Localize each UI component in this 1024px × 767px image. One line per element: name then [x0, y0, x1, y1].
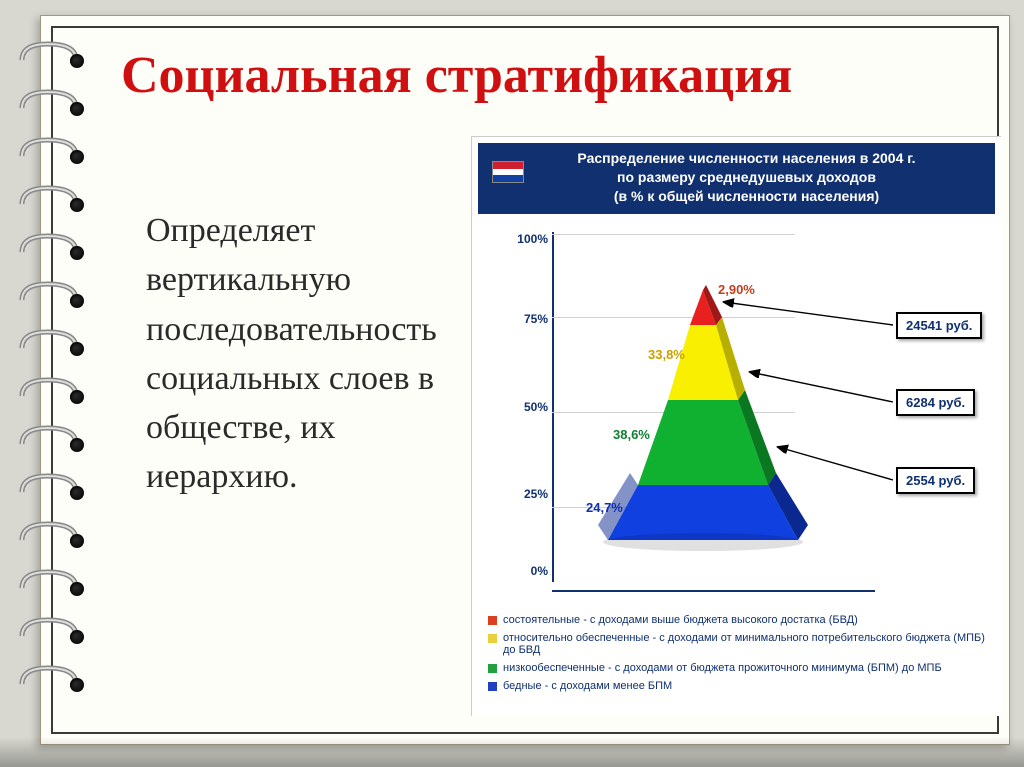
flag-icon	[492, 161, 524, 183]
legend-text: относительно обеспеченные - с доходами о…	[503, 632, 985, 656]
legend-text: бедные - с доходами менее БПМ	[503, 680, 672, 692]
ring-icon	[18, 88, 88, 128]
ring-icon	[18, 664, 88, 704]
ring-icon	[18, 184, 88, 224]
legend-swatch	[488, 616, 497, 625]
notebook-page: Социальная стратификация Определяет верт…	[40, 15, 1010, 745]
ring-icon	[18, 376, 88, 416]
flag-stripe	[493, 175, 523, 182]
slide-title: Социальная стратификация	[121, 46, 792, 105]
ring-icon	[18, 232, 88, 272]
legend-swatch	[488, 664, 497, 673]
callout-value: 2554 руб.	[896, 467, 975, 494]
legend-item: бедные - с доходами менее БПМ	[488, 680, 985, 692]
ring-icon	[18, 472, 88, 512]
chart-area: 100% 75% 50% 25% 0%	[478, 222, 995, 602]
chart-title-line: (в % к общей численности населения)	[538, 187, 955, 206]
legend-swatch	[488, 682, 497, 691]
legend-item: относительно обеспеченные - с доходами о…	[488, 632, 985, 656]
flag-stripe	[493, 162, 523, 169]
legend-item: состоятельные - с доходами выше бюджета …	[488, 614, 985, 626]
flag-stripe	[493, 169, 523, 176]
chart-panel: Распределение численности населения в 20…	[471, 136, 1001, 716]
ring-icon	[18, 280, 88, 320]
shadow	[0, 737, 1024, 767]
spiral-rings	[18, 40, 88, 712]
legend-text: низкообеспеченные - с доходами от бюджет…	[503, 662, 942, 674]
callout-value: 6284 руб.	[896, 389, 975, 416]
callout-value: 24541 руб.	[896, 312, 982, 339]
ring-icon	[18, 328, 88, 368]
legend: состоятельные - с доходами выше бюджета …	[478, 606, 995, 706]
body-text: Определяет вертикальную последовательнос…	[146, 206, 456, 502]
ring-icon	[18, 40, 88, 80]
legend-item: низкообеспеченные - с доходами от бюджет…	[488, 662, 985, 674]
legend-swatch	[488, 634, 497, 643]
ring-icon	[18, 616, 88, 656]
legend-text: состоятельные - с доходами выше бюджета …	[503, 614, 858, 626]
ring-icon	[18, 136, 88, 176]
ring-icon	[18, 424, 88, 464]
chart-title-line: Распределение численности населения в 20…	[538, 149, 955, 168]
ring-icon	[18, 568, 88, 608]
chart-header: Распределение численности населения в 20…	[478, 143, 995, 214]
chart-title-line: по размеру среднедушевых доходов	[538, 168, 955, 187]
ring-icon	[18, 520, 88, 560]
